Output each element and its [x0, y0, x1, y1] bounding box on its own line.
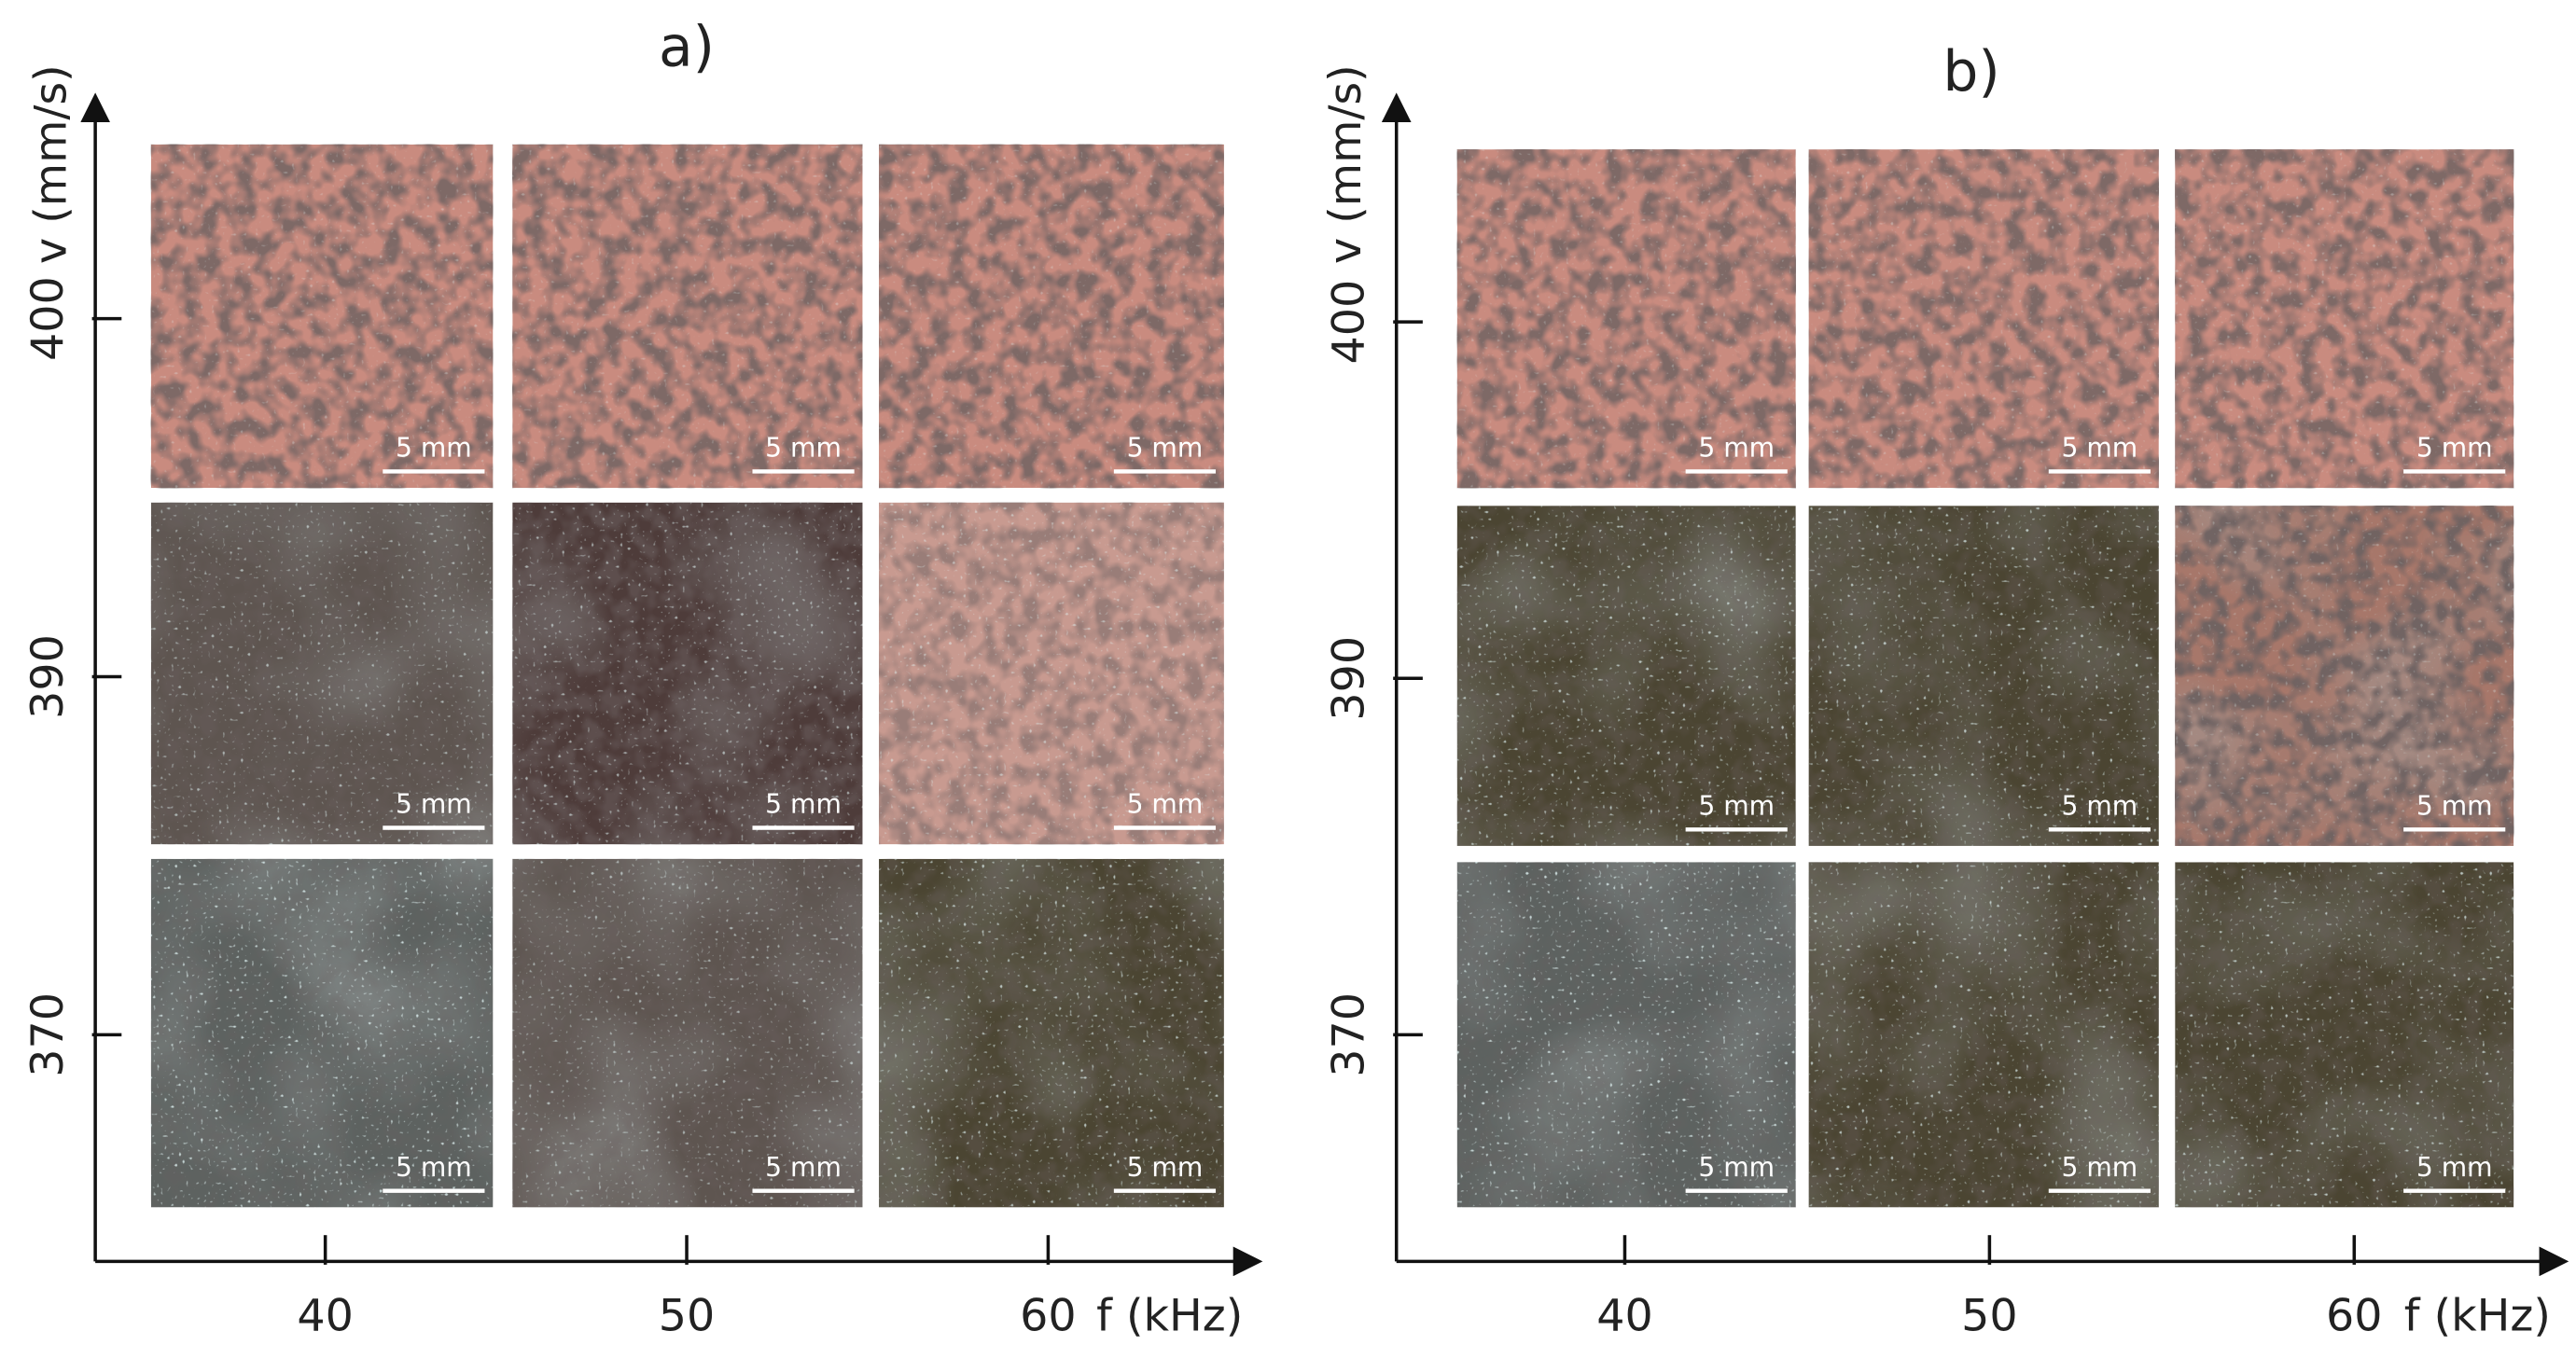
scale-bar-label: 5 mm — [765, 433, 842, 464]
image-specks — [1808, 862, 2159, 1208]
scale-bar-label: 5 mm — [1698, 1152, 1775, 1183]
sample-image: 5 mm — [879, 502, 1224, 845]
image-specks — [512, 502, 863, 845]
image-specks — [1456, 862, 1796, 1208]
image-specks — [1808, 149, 2159, 489]
image-specks — [1456, 149, 1796, 489]
x-tick-label: 40 — [1596, 1290, 1652, 1341]
sample-image: 5 mm — [1808, 506, 2159, 846]
sample-image: 5 mm — [1808, 862, 2159, 1208]
scale-bar-label: 5 mm — [396, 433, 472, 464]
panel-title: b) — [1942, 39, 1999, 104]
sample-image: 5 mm — [2175, 149, 2514, 489]
x-axis-label: f (kHz) — [2404, 1290, 2551, 1341]
scale-bar-label: 5 mm — [1127, 433, 1204, 464]
x-tick-label: 40 — [297, 1290, 353, 1341]
y-axis-label: v (mm/s) — [25, 64, 77, 264]
y-tick-label: 390 — [22, 634, 74, 719]
image-specks — [1456, 506, 1796, 846]
scale-bar-label: 5 mm — [1127, 1152, 1204, 1183]
sample-image: 5 mm — [150, 144, 494, 489]
sample-image: 5 mm — [2175, 862, 2514, 1208]
scale-bar-label: 5 mm — [2061, 1152, 2137, 1183]
sample-image: 5 mm — [512, 858, 863, 1208]
x-tick-label: 50 — [659, 1290, 715, 1341]
scale-bar-label: 5 mm — [1698, 433, 1775, 464]
image-specks — [2175, 862, 2514, 1208]
scale-bar-label: 5 mm — [2416, 790, 2493, 821]
image-specks — [2175, 506, 2514, 846]
scale-bar-label: 5 mm — [2061, 790, 2137, 821]
image-specks — [1808, 506, 2159, 846]
image-specks — [879, 144, 1224, 489]
image-specks — [512, 144, 863, 489]
panel-title: a) — [659, 14, 715, 79]
sample-image: 5 mm — [2175, 506, 2514, 846]
y-axis-label: v (mm/s) — [1320, 64, 1372, 264]
scale-bar-label: 5 mm — [765, 1152, 842, 1183]
y-tick-label: 400 — [1323, 280, 1374, 365]
panel: b) 5 mm 5 mm 5 mm 5 mm 5 mm 5 mm 5 mm 5 mm 5 mm v … — [1320, 39, 2569, 1341]
sample-image: 5 mm — [512, 502, 863, 845]
x-tick-label: 60 — [1020, 1290, 1076, 1341]
image-specks — [879, 502, 1224, 845]
scale-bar-label: 5 mm — [396, 1152, 472, 1183]
y-tick-label: 390 — [1323, 636, 1374, 721]
scale-bar-label: 5 mm — [2416, 433, 2493, 464]
scale-bar-label: 5 mm — [1127, 789, 1204, 820]
image-specks — [150, 858, 494, 1208]
sample-image: 5 mm — [879, 144, 1224, 489]
sample-image: 5 mm — [512, 144, 863, 489]
sample-image: 5 mm — [1808, 149, 2159, 489]
sample-image: 5 mm — [1456, 862, 1796, 1208]
y-tick-label: 400 — [22, 276, 74, 361]
image-specks — [879, 858, 1224, 1208]
x-tick-label: 60 — [2326, 1290, 2382, 1341]
sample-image: 5 mm — [879, 858, 1224, 1208]
image-specks — [512, 858, 863, 1208]
y-tick-label: 370 — [22, 992, 74, 1077]
sample-image: 5 mm — [150, 502, 494, 845]
y-tick-label: 370 — [1323, 992, 1374, 1077]
scale-bar-label: 5 mm — [2061, 433, 2137, 464]
scale-bar-label: 5 mm — [396, 789, 472, 820]
image-specks — [150, 502, 494, 845]
sample-image: 5 mm — [1456, 149, 1796, 489]
scale-bar-label: 5 mm — [2416, 1152, 2493, 1183]
sample-image: 5 mm — [1456, 506, 1796, 846]
panel: a) 5 mm 5 mm 5 mm 5 mm 5 mm 5 mm 5 mm 5 mm 5 mm v … — [22, 14, 1263, 1341]
scale-bar-label: 5 mm — [1698, 790, 1775, 821]
x-tick-label: 50 — [1961, 1290, 2017, 1341]
sample-image: 5 mm — [150, 858, 494, 1208]
x-axis-label: f (kHz) — [1096, 1290, 1243, 1341]
image-specks — [2175, 149, 2514, 489]
scale-bar-label: 5 mm — [765, 789, 842, 820]
image-specks — [150, 144, 494, 489]
